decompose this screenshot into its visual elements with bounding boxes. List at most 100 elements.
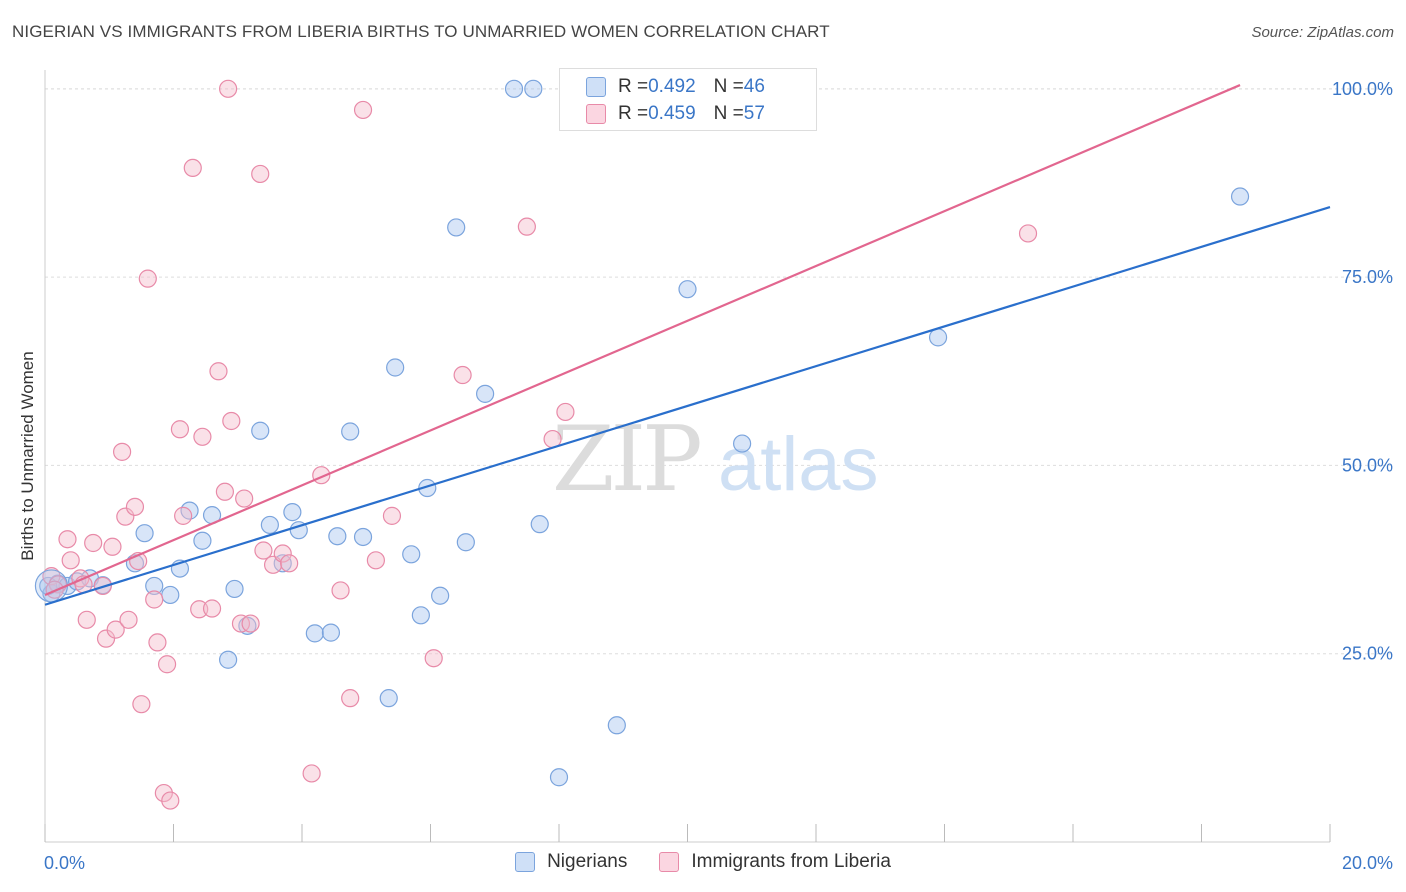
legend-r-label: R =	[618, 103, 649, 124]
point-liberia	[222, 411, 241, 431]
x-tick-label: 20.0%	[1342, 853, 1393, 873]
trend-line-liberia	[44, 84, 1241, 596]
point-liberia	[96, 629, 116, 648]
point-liberia	[556, 402, 575, 422]
point-liberia	[154, 783, 173, 803]
y-tick-label: 100.0%	[1332, 79, 1393, 99]
legend-swatch-pink	[586, 104, 606, 124]
point-liberia	[112, 442, 132, 461]
point-nigerians	[733, 434, 752, 453]
point-liberia	[424, 649, 443, 668]
point-nigerians	[530, 515, 549, 534]
point-liberia	[209, 362, 228, 381]
point-liberia	[145, 590, 164, 609]
legend-r-value: 0.492	[648, 76, 696, 97]
stats-legend: R = 0.492 N = 46 R = 0.459 N = 57	[559, 68, 817, 131]
point-liberia	[453, 365, 472, 385]
point-liberia	[157, 655, 177, 674]
point-nigerians	[476, 384, 495, 403]
point-liberia	[148, 633, 167, 652]
point-liberia	[1018, 224, 1038, 243]
watermark-atlas: atlas	[718, 422, 879, 507]
point-liberia	[119, 610, 138, 629]
legend-item-nigerians[interactable]: Nigerians	[515, 851, 627, 873]
legend-swatch-blue	[586, 77, 606, 97]
point-liberia	[77, 610, 96, 629]
y-tick-label: 50.0%	[1342, 455, 1393, 475]
point-nigerians	[260, 515, 279, 535]
point-nigerians	[283, 503, 302, 522]
y-tick-label: 75.0%	[1342, 267, 1393, 287]
point-liberia	[254, 541, 273, 560]
legend-n-label: N =	[713, 76, 744, 97]
point-liberia	[125, 497, 145, 516]
point-liberia	[280, 554, 299, 573]
point-nigerians	[607, 716, 626, 735]
point-liberia	[251, 164, 270, 184]
point-liberia	[241, 614, 260, 633]
point-liberia	[170, 420, 190, 439]
point-nigerians	[305, 624, 324, 643]
point-nigerians	[251, 421, 270, 440]
chart-title: NIGERIAN VS IMMIGRANTS FROM LIBERIA BIRT…	[12, 22, 830, 41]
watermark-zip: ZIP	[552, 407, 700, 512]
legend-n-value: 57	[743, 103, 765, 124]
legend-item-liberia[interactable]: Immigrants from Liberia	[659, 851, 891, 873]
point-liberia	[58, 530, 77, 549]
point-liberia	[61, 551, 80, 570]
point-nigerians	[456, 533, 475, 552]
x-tick-label: 0.0%	[44, 853, 85, 873]
point-nigerians	[135, 524, 154, 543]
point-nigerians	[219, 650, 238, 669]
point-nigerians	[273, 554, 292, 573]
point-liberia	[161, 791, 180, 810]
point-liberia	[366, 551, 385, 570]
point-nigerians	[145, 576, 164, 596]
point-nigerians	[328, 527, 347, 546]
point-nigerians	[411, 606, 430, 625]
point-liberia	[132, 695, 151, 714]
point-nigerians	[225, 579, 244, 599]
points-layer	[34, 79, 1250, 810]
point-liberia	[235, 489, 254, 508]
point-nigerians	[386, 358, 405, 377]
point-cluster	[34, 569, 69, 603]
point-liberia	[103, 537, 122, 556]
point-liberia	[382, 506, 402, 525]
point-liberia	[116, 507, 135, 526]
point-liberia	[174, 506, 193, 525]
point-liberia	[215, 482, 234, 501]
legend-row-nigerians: R = 0.492 N = 46	[586, 74, 765, 100]
point-liberia	[273, 544, 292, 563]
point-liberia	[302, 764, 321, 783]
series-legend: Nigerians Immigrants from Liberia	[0, 851, 1406, 873]
point-nigerians	[321, 623, 341, 642]
legend-r-label: R =	[618, 76, 649, 97]
point-nigerians	[678, 280, 697, 299]
legend-n-value: 46	[743, 76, 765, 97]
grid-layer	[45, 88, 1393, 655]
legend-row-liberia: R = 0.459 N = 57	[586, 101, 765, 127]
point-liberia	[106, 620, 125, 639]
legend-label-liberia: Immigrants from Liberia	[691, 851, 891, 872]
point-liberia	[341, 689, 360, 708]
point-liberia	[183, 158, 202, 178]
point-nigerians	[161, 585, 180, 605]
point-liberia	[202, 599, 222, 618]
axis-labels: 25.0% 50.0% 75.0% 100.0% 0.0% 20.0% Births to …	[18, 79, 1393, 873]
point-nigerians	[549, 768, 569, 787]
point-liberia	[193, 427, 212, 446]
axes-layer	[44, 70, 1331, 843]
trend-line-nigerians	[44, 206, 1331, 606]
legend-swatch-pink	[659, 852, 680, 872]
y-tick-label: 25.0%	[1342, 644, 1393, 664]
point-liberia	[138, 269, 157, 288]
point-liberia	[517, 217, 536, 236]
point-nigerians	[431, 586, 450, 605]
point-nigerians	[193, 531, 212, 550]
point-nigerians	[402, 545, 421, 564]
point-liberia	[331, 581, 350, 600]
legend-label-nigerians: Nigerians	[547, 851, 628, 872]
point-nigerians	[1230, 187, 1250, 206]
